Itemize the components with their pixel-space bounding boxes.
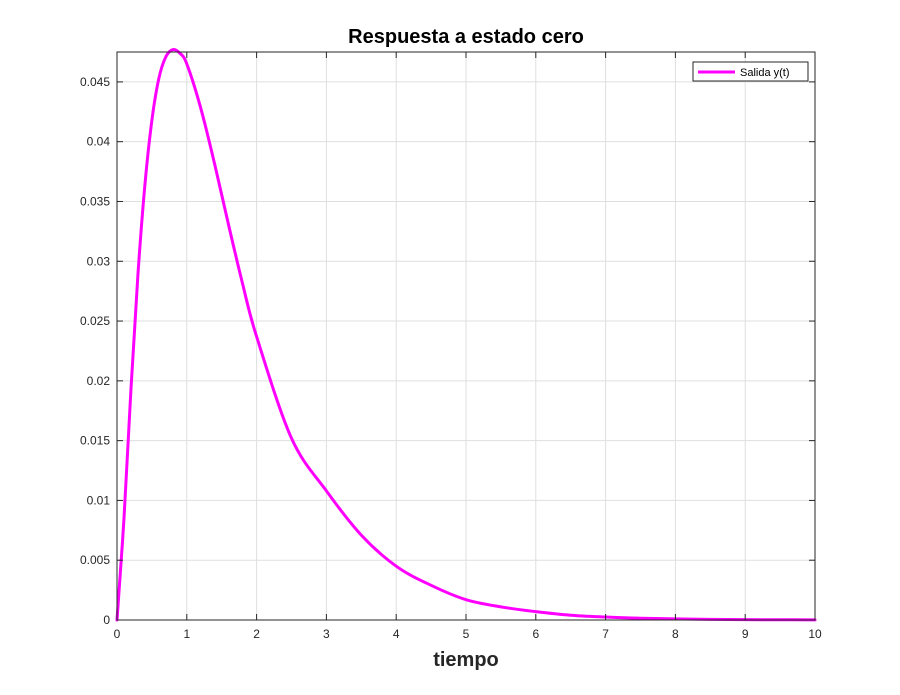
x-tick-label: 0 xyxy=(114,627,121,641)
y-tick-label: 0.02 xyxy=(87,374,111,388)
x-tick-label: 1 xyxy=(183,627,190,641)
y-tick-label: 0 xyxy=(103,613,110,627)
x-tick-label: 3 xyxy=(323,627,330,641)
y-tick-label: 0.015 xyxy=(80,434,110,448)
x-tick-label: 9 xyxy=(742,627,749,641)
x-tick-label: 2 xyxy=(253,627,260,641)
legend[interactable]: Salida y(t) xyxy=(692,61,809,82)
chart-title: Respuesta a estado cero xyxy=(348,26,584,48)
series-layer xyxy=(115,48,817,622)
x-tick-label: 7 xyxy=(602,627,609,641)
x-tick-label: 5 xyxy=(463,627,470,641)
y-tick-label: 0.04 xyxy=(87,135,111,149)
y-tick-label: 0.03 xyxy=(87,254,111,268)
legend-label-salida: Salida y(t) xyxy=(740,67,790,79)
y-tick-label: 0.035 xyxy=(80,194,110,208)
y-tick-label: 0.025 xyxy=(80,314,110,328)
x-axis-label: tiempo xyxy=(433,649,499,671)
y-tick-label: 0.01 xyxy=(87,493,111,507)
y-tick-label: 0.045 xyxy=(80,75,110,89)
series-line-salida xyxy=(115,48,817,622)
x-tick-label: 8 xyxy=(672,627,679,641)
y-tick-label: 0.005 xyxy=(80,553,110,567)
x-tick-label: 4 xyxy=(393,627,400,641)
x-tick-label: 10 xyxy=(808,627,822,641)
x-tick-label: 6 xyxy=(532,627,539,641)
ticks: 0 1 2 3 4 5 6 7 8 9 10 0 0.005 0.01 0.015 0.02 0.025 0.03… xyxy=(80,52,822,641)
legend-box xyxy=(692,61,809,82)
